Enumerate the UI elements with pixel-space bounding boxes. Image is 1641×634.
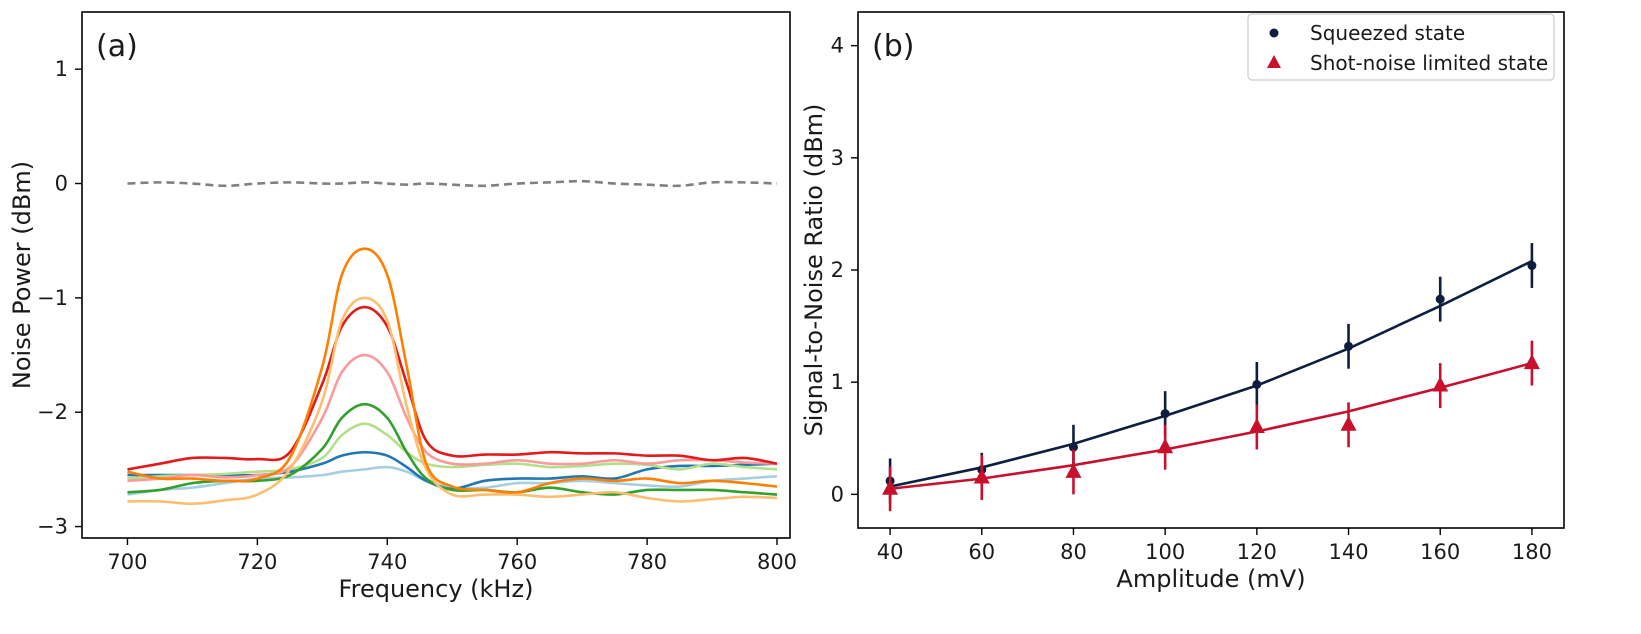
panel-label: (a) bbox=[96, 29, 138, 64]
y-tick-label: 4 bbox=[831, 34, 844, 58]
series-line-light-orange bbox=[127, 296, 778, 505]
x-tick-label: 60 bbox=[968, 540, 995, 564]
y-tick-label: −2 bbox=[37, 400, 68, 424]
plot-frame bbox=[857, 11, 1565, 529]
x-axis-label: Frequency (kHz) bbox=[339, 575, 534, 603]
x-tick-label: 720 bbox=[237, 550, 277, 574]
y-tick-label: 1 bbox=[831, 370, 844, 394]
x-tick-label: 700 bbox=[107, 550, 147, 574]
x-tick-label: 180 bbox=[1512, 540, 1552, 564]
legend-entry: Shot-noise limited state bbox=[1310, 51, 1548, 75]
data-point bbox=[1160, 409, 1170, 419]
x-axis-label: Amplitude (mV) bbox=[1116, 565, 1305, 593]
data-point bbox=[1432, 376, 1449, 392]
data-point bbox=[973, 468, 990, 484]
series-line-pink bbox=[127, 353, 778, 483]
x-tick-label: 760 bbox=[497, 550, 537, 574]
legend-box bbox=[1247, 13, 1555, 81]
series-squeezed-state bbox=[885, 243, 1537, 504]
series-group bbox=[127, 179, 778, 505]
y-axis-label: Noise Power (dBm) bbox=[8, 161, 36, 389]
data-point bbox=[1248, 418, 1265, 434]
x-tick-label: 140 bbox=[1328, 540, 1368, 564]
data-point bbox=[1252, 379, 1262, 389]
x-tick-label: 40 bbox=[877, 540, 904, 564]
data-point bbox=[882, 479, 899, 495]
legend-marker-triangle-icon bbox=[1267, 55, 1281, 68]
y-tick-label: −3 bbox=[37, 515, 68, 539]
data-point bbox=[1435, 294, 1445, 304]
y-tick-label: 2 bbox=[831, 258, 844, 282]
chart-b: 40 60 80 100 120 140 160 180 0 1 2 3 4 Amplitude (mV)… bbox=[800, 11, 1565, 593]
series-line-reference bbox=[127, 179, 778, 188]
legend: Squeezed state Shot-noise limited state bbox=[1247, 13, 1555, 81]
data-point bbox=[1065, 462, 1082, 478]
y-tick-label: 3 bbox=[831, 146, 844, 170]
data-point bbox=[1340, 415, 1357, 431]
x-tick-label: 120 bbox=[1237, 540, 1277, 564]
series-shot-noise-limited-state bbox=[882, 340, 1540, 512]
fit-line bbox=[889, 361, 1533, 491]
data-point bbox=[1344, 341, 1354, 351]
fit-line bbox=[889, 259, 1533, 488]
y-tick-label: 0 bbox=[831, 482, 844, 506]
series-line-light-green bbox=[127, 422, 778, 480]
legend-entry: Squeezed state bbox=[1310, 21, 1465, 45]
plot-frame bbox=[81, 11, 791, 539]
x-tick-label: 160 bbox=[1420, 540, 1460, 564]
x-tick-label: 100 bbox=[1145, 540, 1185, 564]
series-line-red bbox=[127, 305, 778, 471]
x-tick-label: 800 bbox=[757, 550, 797, 574]
data-point bbox=[1157, 438, 1174, 454]
x-tick-label: 780 bbox=[627, 550, 667, 574]
data-point bbox=[1527, 261, 1537, 271]
x-tick-label: 80 bbox=[1060, 540, 1087, 564]
panel-label: (b) bbox=[872, 29, 914, 64]
x-tick-label: 740 bbox=[367, 550, 407, 574]
legend-marker-circle-icon bbox=[1269, 28, 1279, 38]
y-axis-label: Signal-to-Noise Ratio (dBm) bbox=[800, 104, 828, 437]
y-tick-label: −1 bbox=[37, 286, 68, 310]
data-point bbox=[1523, 354, 1540, 370]
chart-a: 700 720 740 760 780 800 −3 −2 −1 0 1 Frequency (kHz… bbox=[8, 11, 797, 603]
y-tick-label: 1 bbox=[55, 57, 68, 81]
data-point bbox=[1068, 442, 1078, 452]
y-tick-label: 0 bbox=[55, 172, 68, 196]
series-line-orange bbox=[127, 247, 778, 494]
